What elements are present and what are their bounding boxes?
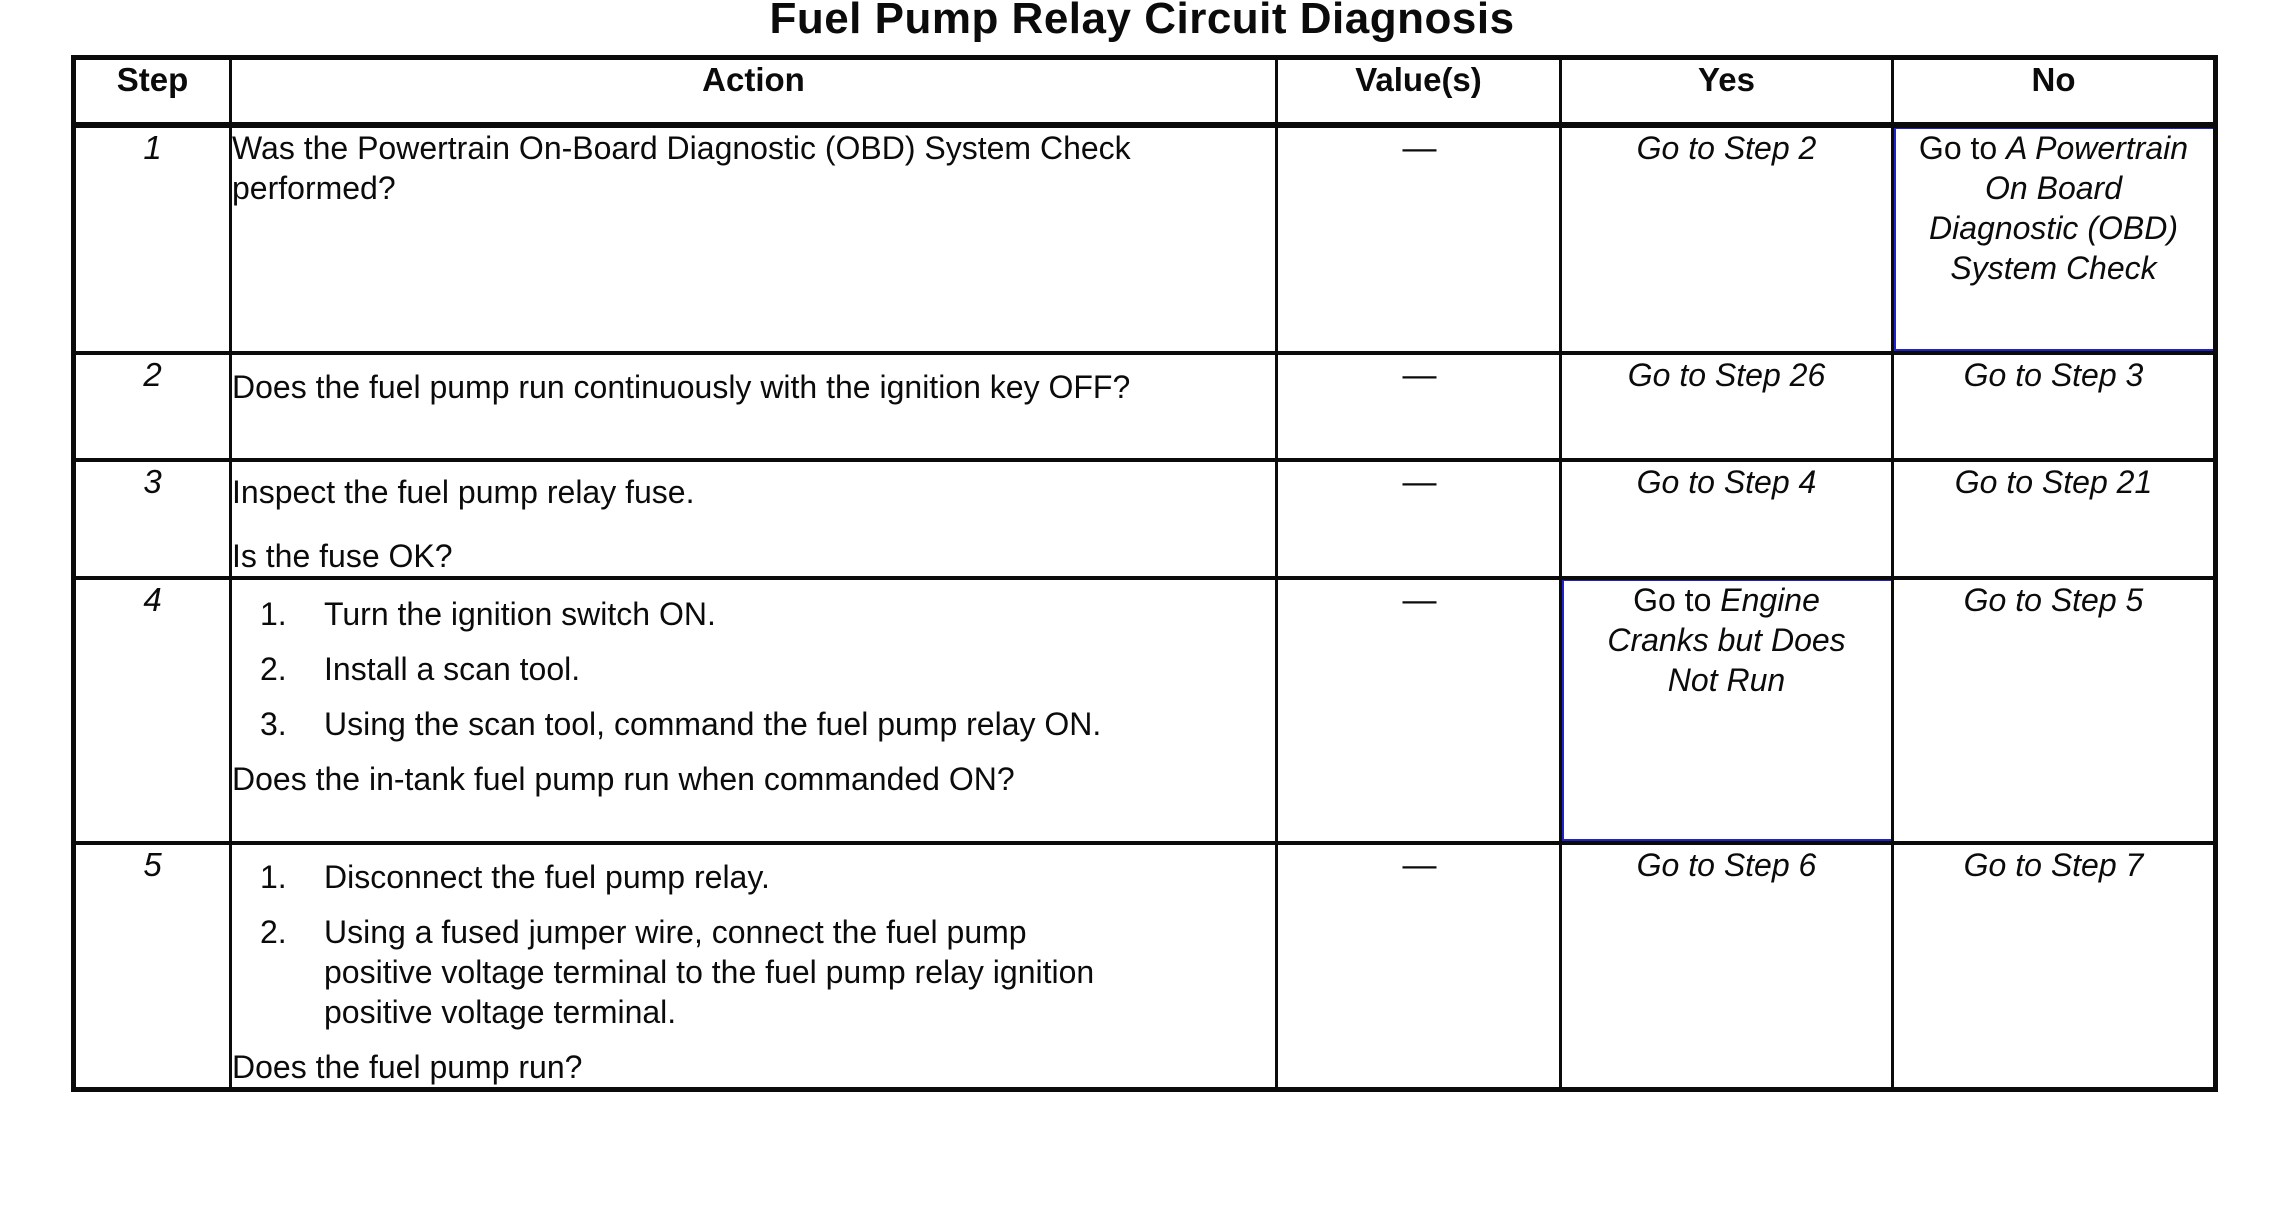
yes-goto-text: Go to Step 6	[1636, 847, 1817, 883]
no-cell: Go to Step 5	[1891, 576, 2217, 845]
yes-goto-text: Go to Engine Cranks but Does Not Run	[1607, 582, 1846, 698]
value-dash: —	[1402, 463, 1437, 501]
table-row-step-5: 5 1. Disconnect the fuel pump relay. 2. …	[72, 841, 2217, 1091]
yes-cell: Go to Step 4	[1559, 458, 1894, 580]
header-row: Step Action Value(s) Yes No	[72, 56, 2217, 127]
no-cell: Go to A Powertrain On Board Diagnostic (…	[1891, 123, 2217, 355]
col-header-yes: Yes	[1559, 56, 1894, 127]
step-number: 3	[72, 458, 232, 580]
no-cell: Go to Step 3	[1891, 351, 2217, 462]
value-dash: —	[1402, 581, 1437, 619]
table-row-step-3: 3 Inspect the fuel pump relay fuse. Is t…	[72, 458, 2217, 580]
table-row-step-4: 4 1. Turn the ignition switch ON. 2. Ins…	[72, 576, 2217, 845]
yes-cell: Go to Step 2	[1559, 123, 1894, 355]
col-header-action: Action	[229, 56, 1278, 127]
list-item: 2. Install a scan tool.	[260, 651, 581, 687]
yes-cell: Go to Step 26	[1559, 351, 1894, 462]
list-item: 3. Using the scan tool, command the fuel…	[260, 706, 1102, 742]
no-goto-text: Go to Step 21	[1954, 464, 2153, 500]
col-header-no: No	[1891, 56, 2217, 127]
col-header-step: Step	[72, 56, 232, 127]
value-cell: —	[1275, 458, 1562, 580]
yes-cell: Go to Engine Cranks but Does Not Run	[1559, 576, 1894, 845]
step-number: 5	[72, 841, 232, 1091]
action-numbered-list: 1. Turn the ignition switch ON. 2. Insta…	[260, 594, 1274, 744]
action-cell: 1. Turn the ignition switch ON. 2. Insta…	[229, 576, 1278, 845]
diagnosis-table: Step Action Value(s) Yes No 1 Was the Po…	[71, 55, 2218, 1092]
action-text: Was the Powertrain On-Board Diagnostic (…	[232, 130, 1131, 206]
no-goto-text: Go to Step 7	[1963, 847, 2144, 883]
step-number: 1	[72, 123, 232, 355]
value-dash: —	[1402, 356, 1437, 394]
no-goto-text: Go to A Powertrain On Board Diagnostic (…	[1918, 130, 2189, 286]
yes-goto-text: Go to Step 2	[1636, 130, 1817, 166]
action-cell: Inspect the fuel pump relay fuse. Is the…	[229, 458, 1278, 580]
table-row-step-1: 1 Was the Powertrain On-Board Diagnostic…	[72, 123, 2217, 355]
value-dash: —	[1402, 129, 1437, 167]
yes-goto-text: Go to Step 4	[1636, 464, 1817, 500]
list-item: 1. Disconnect the fuel pump relay.	[260, 859, 770, 895]
no-goto-text: Go to Step 5	[1963, 582, 2144, 618]
list-item: 1. Turn the ignition switch ON.	[260, 596, 716, 632]
list-item: 2. Using a fused jumper wire, connect th…	[260, 914, 1095, 1030]
no-cell: Go to Step 7	[1891, 841, 2217, 1091]
step-number: 4	[72, 576, 232, 845]
action-cell: Was the Powertrain On-Board Diagnostic (…	[229, 123, 1278, 355]
action-question: Is the fuse OK?	[232, 538, 453, 574]
yes-goto-text: Go to Step 26	[1627, 357, 1826, 393]
value-cell: —	[1275, 841, 1562, 1091]
step-number: 2	[72, 351, 232, 462]
action-question: Does the in-tank fuel pump run when comm…	[232, 761, 1015, 797]
action-question: Does the fuel pump run?	[232, 1049, 583, 1085]
value-cell: —	[1275, 576, 1562, 845]
value-cell: —	[1275, 351, 1562, 462]
col-header-values: Value(s)	[1275, 56, 1562, 127]
value-cell: —	[1275, 123, 1562, 355]
action-cell: 1. Disconnect the fuel pump relay. 2. Us…	[229, 841, 1278, 1091]
action-numbered-list: 1. Disconnect the fuel pump relay. 2. Us…	[260, 857, 1274, 1032]
action-cell: Does the fuel pump run continuously with…	[229, 351, 1278, 462]
yes-cell: Go to Step 6	[1559, 841, 1894, 1091]
action-text: Inspect the fuel pump relay fuse.	[232, 474, 695, 510]
value-dash: —	[1402, 846, 1437, 884]
table-row-step-2: 2 Does the fuel pump run continuously wi…	[72, 351, 2217, 462]
no-goto-text: Go to Step 3	[1963, 357, 2144, 393]
no-cell: Go to Step 21	[1891, 458, 2217, 580]
action-text: Does the fuel pump run continuously with…	[232, 369, 1131, 405]
page-title: Fuel Pump Relay Circuit Diagnosis	[769, 0, 1515, 43]
